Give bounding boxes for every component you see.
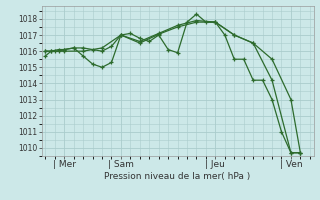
X-axis label: Pression niveau de la mer( hPa ): Pression niveau de la mer( hPa ) <box>104 172 251 181</box>
